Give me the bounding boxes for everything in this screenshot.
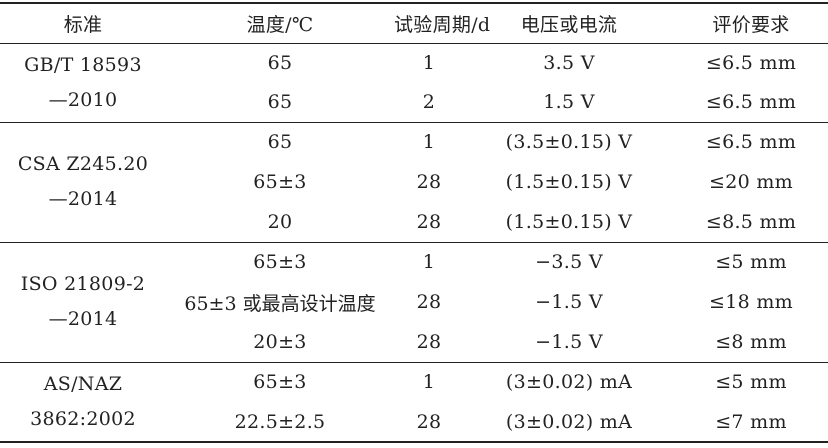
temperature-cell: 65±3 xyxy=(253,251,307,274)
temperature-cell: 65 xyxy=(267,90,293,113)
standard-group-csa-z245: CSA Z245.20 —2014 65 1 (3.5±0.15) V ≤6.5… xyxy=(0,122,828,242)
standard-name-cell: CSA Z245.20 —2014 xyxy=(0,122,166,242)
temperature-cell: 65±3 xyxy=(253,171,307,193)
voltage-cell: (1.5±0.15) V xyxy=(505,210,633,233)
temperature-cell: 20 xyxy=(267,210,293,233)
header-temperature: 温度/℃ xyxy=(246,13,314,36)
temperature-cell: 22.5±2.5 xyxy=(234,410,326,433)
period-cell: 28 xyxy=(416,171,442,193)
table-row: 20±3 28 −1.5 V ≤8 mm xyxy=(0,322,828,362)
standard-name-cell: GB/T 18593 —2010 xyxy=(0,43,166,122)
table-row: CSA Z245.20 —2014 65 1 (3.5±0.15) V ≤6.5… xyxy=(0,122,828,210)
header-criterion: 评价要求 xyxy=(712,13,790,36)
period-cell: 1 xyxy=(422,131,436,154)
temperature-cell: 65 xyxy=(267,51,293,74)
period-cell: 28 xyxy=(416,291,442,313)
temperature-cell: 65 xyxy=(267,131,293,154)
criterion-cell: ≤18 mm xyxy=(709,291,793,313)
criterion-cell: ≤6.5 mm xyxy=(705,90,797,113)
standard-group-asnaz3862: AS/NAZ 3862:2002 65±3 1 (3±0.02) mA ≤5 m… xyxy=(0,362,828,442)
standard-year-line: —2014 xyxy=(48,188,118,210)
standard-name-line: GB/T 18593 xyxy=(24,53,142,76)
standard-group-iso21809: ISO 21809-2 —2014 65±3 1 −3.5 V ≤5 mm 65… xyxy=(0,242,828,362)
standard-group-gbt18593: GB/T 18593 —2010 65 1 3.5 V ≤6.5 mm 65 2… xyxy=(0,43,828,122)
voltage-cell: (1.5±0.15) V xyxy=(505,171,633,193)
criterion-cell: ≤6.5 mm xyxy=(705,51,797,74)
standard-name-line: ISO 21809-2 xyxy=(20,273,146,295)
table-row: 65±3 或最高设计温度 28 −1.5 V ≤18 mm xyxy=(0,282,828,322)
standard-name-line: AS/NAZ xyxy=(43,372,123,395)
criterion-cell: ≤20 mm xyxy=(709,171,793,193)
standard-year-line: 3862:2002 xyxy=(30,407,136,430)
criterion-cell: ≤7 mm xyxy=(715,410,787,433)
standard-name-line: CSA Z245.20 xyxy=(17,153,149,175)
period-cell: 1 xyxy=(422,51,436,74)
period-cell: 2 xyxy=(422,90,436,113)
header-voltage-current: 电压或电流 xyxy=(520,13,618,36)
table-row: 20 28 (1.5±0.15) V ≤8.5 mm xyxy=(0,202,828,242)
period-cell: 28 xyxy=(416,330,442,353)
table-row: 65 2 1.5 V ≤6.5 mm xyxy=(0,82,828,122)
criterion-cell: ≤6.5 mm xyxy=(705,131,797,154)
period-cell: 28 xyxy=(416,410,442,433)
voltage-cell: (3±0.02) mA xyxy=(505,410,633,433)
temperature-cell: 65±3 xyxy=(253,371,307,394)
period-cell: 1 xyxy=(422,251,436,274)
period-cell: 1 xyxy=(422,371,436,394)
voltage-cell: 1.5 V xyxy=(543,90,595,113)
criterion-cell: ≤5 mm xyxy=(715,251,787,274)
header-test-period: 试验周期/d xyxy=(394,13,491,36)
table-row: AS/NAZ 3862:2002 65±3 1 (3±0.02) mA ≤5 m… xyxy=(0,362,828,430)
standard-year-line: —2014 xyxy=(48,308,118,330)
criterion-cell: ≤8 mm xyxy=(715,330,787,353)
voltage-cell: −1.5 V xyxy=(535,291,603,313)
header-standard: 标准 xyxy=(63,13,103,36)
table-row: GB/T 18593 —2010 65 1 3.5 V ≤6.5 mm xyxy=(0,43,828,111)
voltage-cell: −3.5 V xyxy=(535,251,603,274)
standard-year-line: —2010 xyxy=(48,88,118,111)
period-cell: 28 xyxy=(416,210,442,233)
criterion-cell: ≤8.5 mm xyxy=(705,210,797,233)
voltage-cell: (3.5±0.15) V xyxy=(505,131,633,154)
criterion-cell: ≤5 mm xyxy=(715,371,787,394)
table-header-row: 标准 温度/℃ 试验周期/d 电压或电流 评价要求 xyxy=(0,3,828,43)
voltage-cell: (3±0.02) mA xyxy=(505,371,633,394)
temperature-cell: 65±3 或最高设计温度 xyxy=(184,292,376,315)
standard-name-cell: AS/NAZ 3862:2002 xyxy=(0,362,166,442)
standard-name-cell: ISO 21809-2 —2014 xyxy=(0,242,166,362)
temperature-cell: 20±3 xyxy=(253,330,307,353)
voltage-cell: 3.5 V xyxy=(543,51,595,74)
voltage-cell: −1.5 V xyxy=(535,330,603,353)
table-row: 22.5±2.5 28 (3±0.02) mA ≤7 mm xyxy=(0,402,828,442)
table-row: 65±3 28 (1.5±0.15) V ≤20 mm xyxy=(0,162,828,202)
table-row: ISO 21809-2 —2014 65±3 1 −3.5 V ≤5 mm xyxy=(0,242,828,330)
